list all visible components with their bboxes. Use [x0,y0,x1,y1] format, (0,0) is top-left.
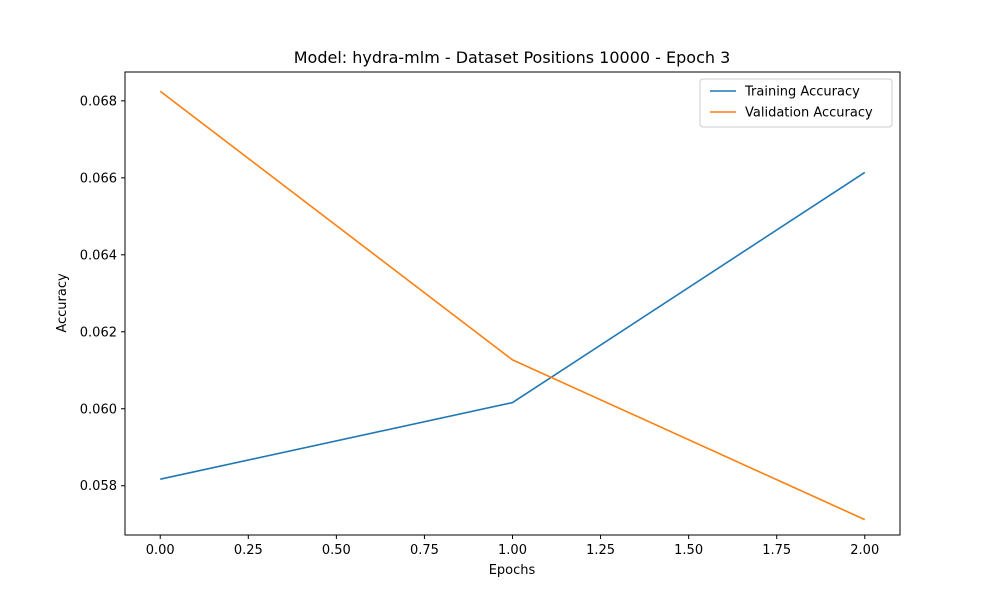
y-tick-label: 0.064 [80,248,117,263]
x-axis-title: Epochs [489,563,536,578]
legend-box [699,78,893,128]
y-tick-label: 0.060 [80,402,117,417]
x-tick-label: 1.00 [498,543,527,558]
x-tick-label: 0.75 [410,543,439,558]
series-line-0 [160,171,866,480]
x-tick-label: 0.00 [146,543,175,558]
legend-label-0: Training Accuracy [744,85,860,100]
x-tick-label: 1.50 [674,543,703,558]
x-tick-label: 0.25 [234,543,263,558]
y-axis-title: Accuracy [55,273,70,333]
y-tick-label: 0.058 [80,479,117,494]
x-axis: 0.00 0.25 0.50 0.75 1.00 1.25 1.50 1.75 2.00 [146,535,879,558]
x-tick-label: 1.25 [586,543,615,558]
series-layer [159,90,866,521]
legend: Training Accuracy Validation Accuracy [699,78,893,128]
y-tick-label: 0.062 [80,325,117,340]
series-line-1 [159,90,866,521]
y-tick-label: 0.066 [80,171,117,186]
x-tick-label: 1.75 [762,543,791,558]
x-tick-label: 2.00 [850,543,879,558]
plot-frame [124,71,901,536]
x-tick-label: 0.50 [322,543,351,558]
legend-label-1: Validation Accuracy [745,106,873,121]
plot-area [124,71,901,536]
chart-title: Model: hydra-mlm - Dataset Positions 100… [294,48,731,67]
y-tick-label: 0.068 [80,94,117,109]
y-axis: 0.058 0.060 0.062 0.064 0.066 0.068 [80,94,125,494]
